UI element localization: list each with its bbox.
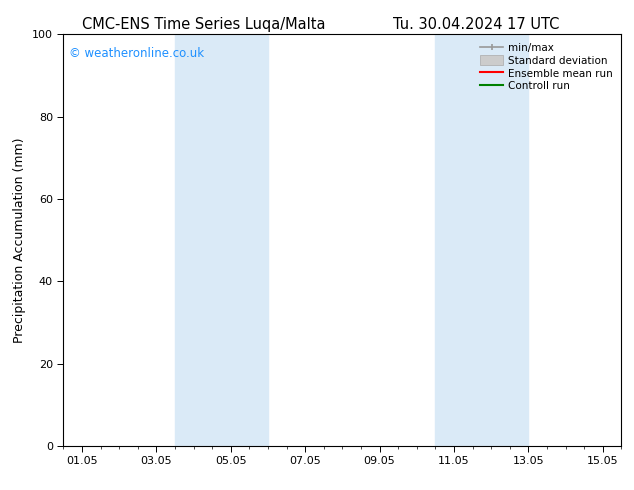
Text: CMC-ENS Time Series Luqa/Malta: CMC-ENS Time Series Luqa/Malta <box>82 17 326 32</box>
Text: Tu. 30.04.2024 17 UTC: Tu. 30.04.2024 17 UTC <box>393 17 559 32</box>
Legend: min/max, Standard deviation, Ensemble mean run, Controll run: min/max, Standard deviation, Ensemble me… <box>477 40 616 95</box>
Text: © weatheronline.co.uk: © weatheronline.co.uk <box>69 47 204 60</box>
Bar <box>436 34 528 446</box>
Y-axis label: Precipitation Accumulation (mm): Precipitation Accumulation (mm) <box>13 137 27 343</box>
Bar <box>175 34 268 446</box>
